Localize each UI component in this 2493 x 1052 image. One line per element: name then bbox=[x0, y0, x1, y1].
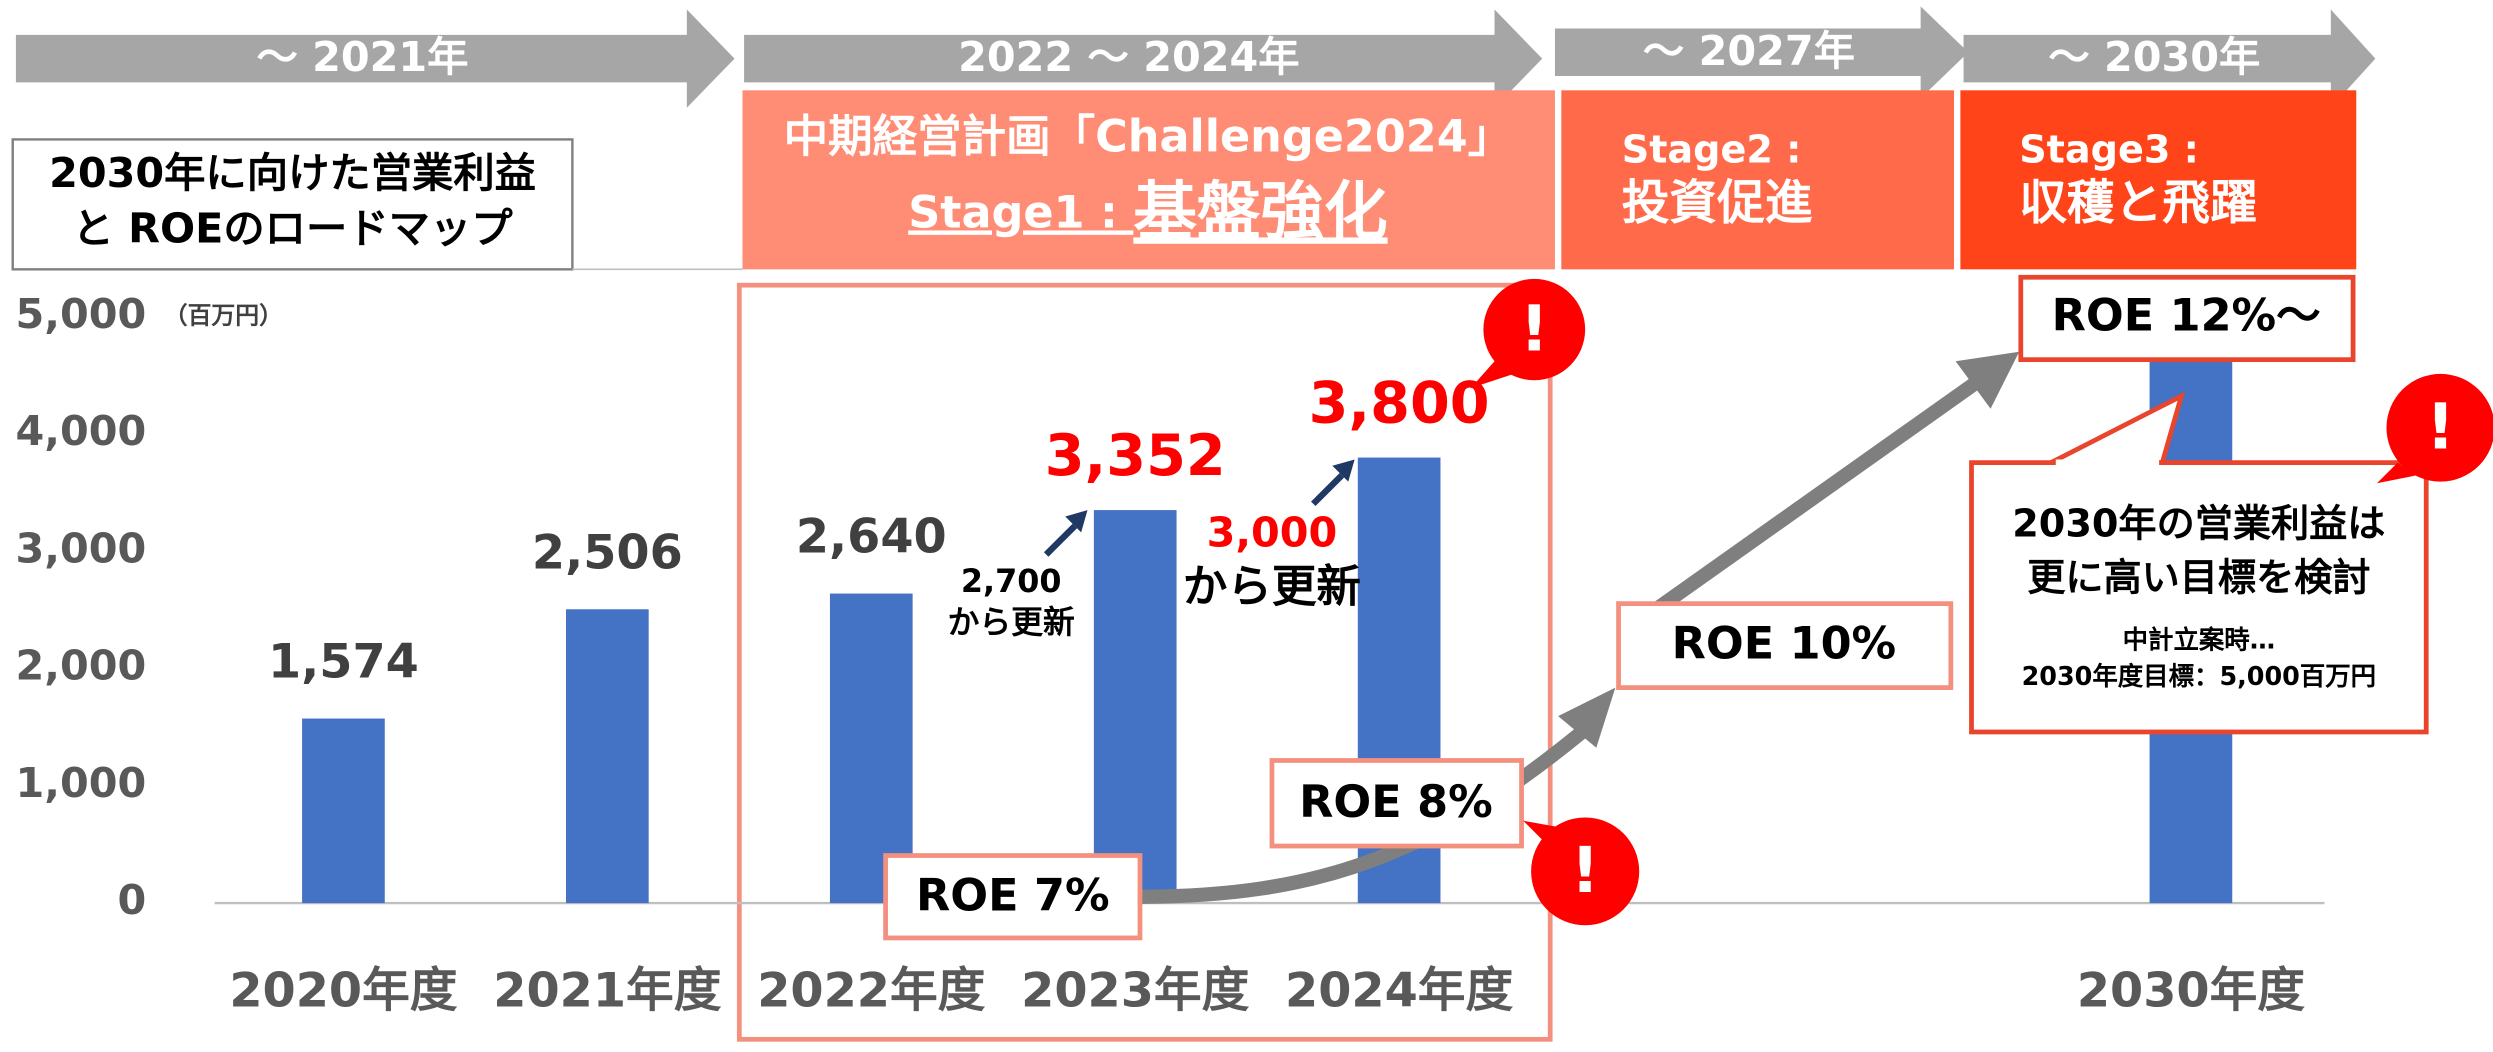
stage1-name: 基盤強化 bbox=[1133, 174, 1387, 248]
bar bbox=[302, 718, 385, 904]
roe-label: ROE 7% bbox=[916, 870, 1110, 921]
y-tick-label: 0 bbox=[118, 876, 147, 924]
alert-tail bbox=[2376, 462, 2417, 484]
value-label: 1,574 bbox=[268, 635, 419, 690]
update-from: 2,700 bbox=[961, 564, 1062, 600]
callout-title: 更に高い目標を検討 bbox=[2027, 555, 2370, 599]
roe-label: ROE 8% bbox=[1299, 777, 1493, 828]
unit-label: （百万円） bbox=[164, 301, 283, 329]
update-from: 3,000 bbox=[1207, 509, 1338, 557]
alert-icon bbox=[2386, 373, 2493, 482]
y-tick-label: 1,000 bbox=[16, 759, 147, 807]
stage3-box bbox=[1960, 90, 2357, 270]
alert-mark: ! bbox=[1571, 833, 1600, 907]
timeline-label: ～ 2021年 bbox=[256, 33, 468, 81]
alert-tail bbox=[1523, 820, 1559, 840]
stage2-box bbox=[1561, 90, 1955, 270]
timeline-arrow bbox=[744, 9, 1543, 108]
alert-mark: ! bbox=[1520, 291, 1549, 365]
stage2-label: Stage2 : bbox=[1622, 128, 1802, 172]
timeline-label: ～ 2027年 bbox=[1643, 27, 1855, 75]
bar bbox=[829, 593, 913, 904]
x-tick-label: 2024年度 bbox=[1285, 963, 1514, 1018]
timeline-arrow bbox=[1554, 6, 1969, 99]
y-tick-label: 3,000 bbox=[16, 524, 147, 572]
bar bbox=[1093, 510, 1177, 904]
roe-box bbox=[883, 853, 1143, 941]
update-arrow bbox=[1311, 473, 1345, 507]
stage1-box bbox=[742, 90, 1555, 270]
x-tick-label: 2022年度 bbox=[757, 963, 986, 1018]
update-arrow bbox=[1043, 523, 1078, 557]
trend-arrow bbox=[1617, 374, 1984, 640]
value-label: 3,800 bbox=[1309, 371, 1490, 437]
heading-line: と ROEのロードマップ bbox=[72, 204, 513, 252]
callout-box bbox=[1969, 460, 2429, 735]
plan-frame bbox=[736, 282, 1553, 1042]
y-tick-label: 4,000 bbox=[16, 407, 147, 455]
callout-note: 2030年度目標：5,000百万円 bbox=[2022, 661, 2377, 691]
timeline-label: ～ 2030年 bbox=[2048, 33, 2260, 81]
timeline-arrow bbox=[1963, 9, 2376, 108]
bar bbox=[566, 609, 649, 904]
y-tick-label: 2,000 bbox=[16, 642, 147, 690]
stage1-title: Stage1 : 基盤強化 bbox=[908, 174, 1387, 248]
update-text: から更新 bbox=[948, 605, 1075, 641]
callout-note: 中計立案時… bbox=[2123, 625, 2276, 655]
stage2-name: 投資促進 bbox=[1622, 176, 1813, 231]
alert-icon bbox=[1483, 278, 1586, 381]
stage1-plan: 中期経営計画「Challenge2024」 bbox=[784, 111, 1513, 162]
x-tick-label: 2023年度 bbox=[1021, 963, 1250, 1018]
x-tick-label: 2021年度 bbox=[493, 963, 722, 1018]
arrow-head bbox=[1332, 459, 1355, 482]
heading-line: 2030年に向けた営業利益 bbox=[49, 149, 536, 197]
value-label: 2,640 bbox=[796, 510, 947, 565]
x-tick-label: 2020年度 bbox=[229, 963, 458, 1018]
callout-title: 2030年の営業利益は bbox=[2012, 502, 2385, 546]
alert-mark: ! bbox=[2426, 390, 2455, 464]
roe-box bbox=[1616, 601, 1954, 690]
heading-box bbox=[11, 138, 574, 271]
arrow-head bbox=[1558, 687, 1616, 748]
value-label: 3,352 bbox=[1045, 423, 1226, 489]
roe-box bbox=[1269, 758, 1524, 849]
arrow-head bbox=[1065, 510, 1088, 533]
arrow-head bbox=[1955, 351, 2020, 409]
stage3-label: Stage3 : bbox=[2019, 128, 2199, 172]
alert-icon bbox=[1531, 817, 1640, 926]
x-tick-label: 2030年度 bbox=[2077, 963, 2306, 1018]
roe-label: ROE 10% bbox=[1672, 618, 1897, 669]
stage3-name: 収穫と飛躍 bbox=[2019, 176, 2257, 231]
timeline-arrow bbox=[15, 9, 735, 108]
update-text: から更新 bbox=[1183, 561, 1361, 612]
value-label: 2,506 bbox=[532, 525, 683, 580]
stage1-prefix: Stage1 : bbox=[908, 188, 1133, 239]
alert-tail bbox=[1470, 361, 1519, 389]
timeline bbox=[15, 6, 2376, 108]
y-tick-label: 5,000 bbox=[16, 290, 147, 338]
roe-box bbox=[2018, 274, 2356, 363]
roe-label: ROE 12%～ bbox=[2052, 291, 2321, 342]
timeline-label: 2022 ～ 2024年 bbox=[958, 33, 1299, 81]
